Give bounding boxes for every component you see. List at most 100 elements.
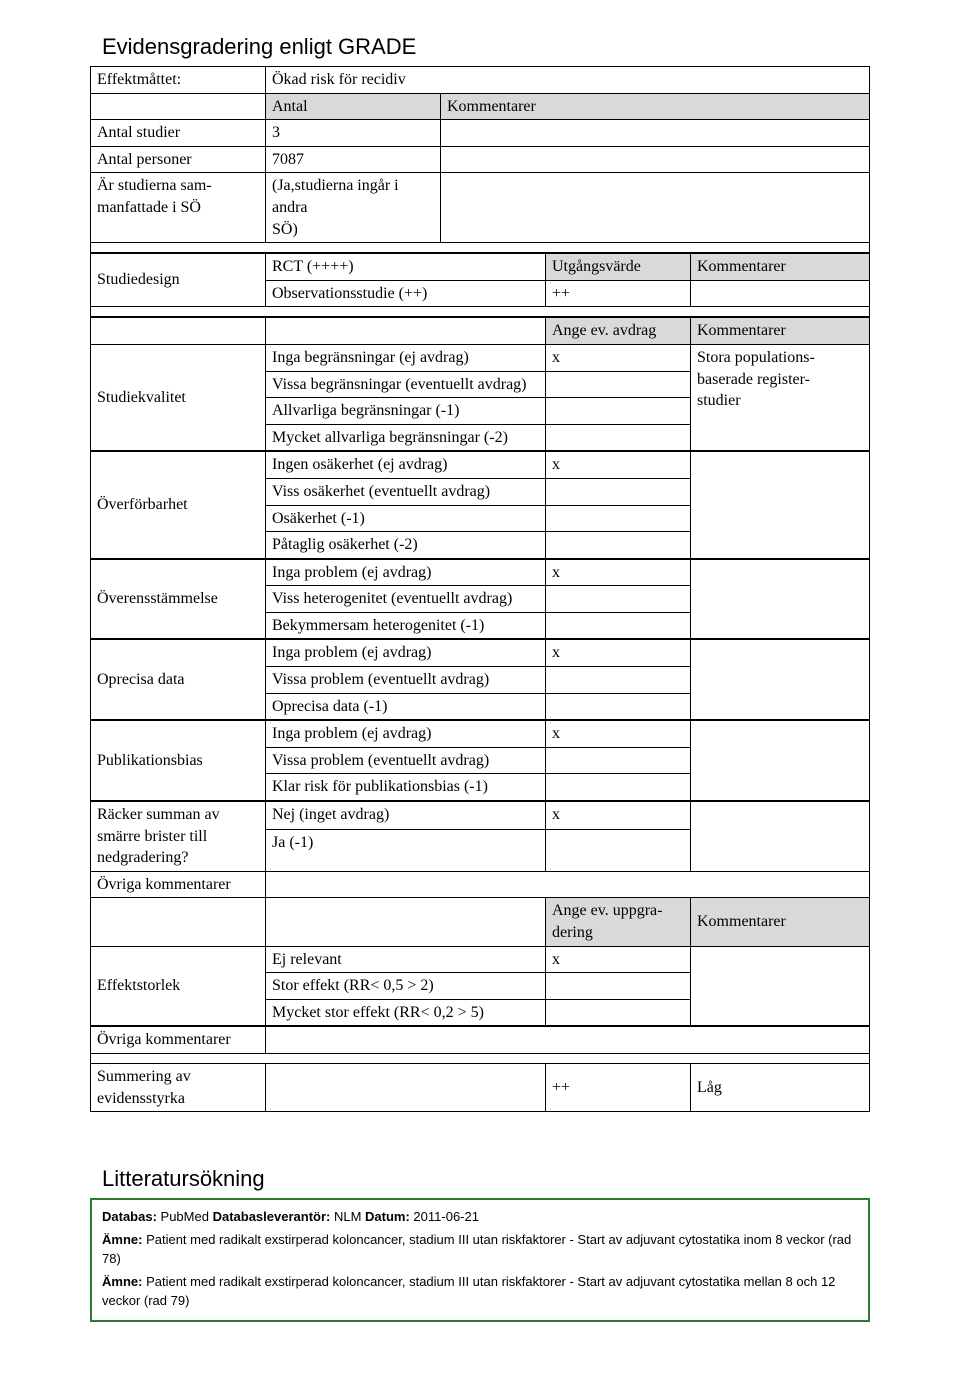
antal-studier-value: 3 — [266, 120, 441, 147]
antal-studier-label: Antal studier — [91, 120, 266, 147]
pubbias-r1: Inga problem (ej avdrag) — [266, 720, 546, 747]
pubbias-r3: Klar risk för publikationsbias (-1) — [266, 774, 546, 801]
ovriga-label: Övriga kommentarer — [91, 871, 266, 898]
oprecisa-r1: Inga problem (ej avdrag) — [266, 639, 546, 666]
summering-label: Summering avevidensstyrka — [91, 1063, 266, 1111]
kvalitet-side: Stora populations-baserade register-stud… — [691, 344, 870, 451]
gap-row — [91, 307, 870, 317]
blank — [546, 505, 691, 532]
pubbias-r1-x: x — [546, 720, 691, 747]
effekt-label: Effektmåttet: — [91, 67, 266, 94]
blank — [546, 747, 691, 774]
ovriga2-label: Övriga kommentarer — [91, 1026, 266, 1053]
blank — [546, 532, 691, 559]
overfor-r4: Påtaglig osäkerhet (-2) — [266, 532, 546, 559]
pubbias-r2: Vissa problem (eventuellt avdrag) — [266, 747, 546, 774]
overfor-r3: Osäkerhet (-1) — [266, 505, 546, 532]
komment-header: Kommentarer — [691, 318, 870, 345]
lit-line-1: Databas: PubMed Databasleverantör: NLM D… — [102, 1208, 858, 1227]
page-title: Evidensgradering enligt GRADE — [102, 34, 870, 60]
gap-row — [91, 1053, 870, 1063]
ovriga2-value — [266, 1026, 870, 1053]
blank — [546, 999, 691, 1026]
blank — [266, 318, 546, 345]
overfor-r1: Ingen osäkerhet (ej avdrag) — [266, 451, 546, 478]
overens-r1: Inga problem (ej avdrag) — [266, 559, 546, 586]
kvalitet-r4: Mycket allvarliga begränsningar (-2) — [266, 424, 546, 451]
racker-nej: Nej (inget avdrag) — [266, 801, 546, 829]
racker-label: Räcker summan avsmärre brister tillnedgr… — [91, 801, 266, 871]
effekt-r1-x: x — [546, 946, 691, 973]
blank — [546, 973, 691, 1000]
design-obs: Observationsstudie (++) — [266, 280, 545, 306]
pubbias-komment — [691, 720, 870, 801]
blank — [266, 898, 546, 946]
blank — [91, 898, 266, 946]
effekt-r3: Mycket stor effekt (RR< 0,2 > 5) — [266, 999, 546, 1026]
summering-blank — [266, 1063, 546, 1111]
intro-table: Effektmåttet: Ökad risk för recidiv Anta… — [90, 66, 870, 253]
antal-personer-komment — [441, 146, 870, 173]
lit-line-2: Ämne: Patient med radikalt exstirperad k… — [102, 1231, 858, 1269]
sammanfattade-value: (Ja,studierna ingår i andraSÖ) — [266, 173, 441, 243]
oprecisa-r3: Oprecisa data (-1) — [266, 693, 546, 720]
effekt-r1: Ej relevant — [266, 946, 546, 973]
kvalitet-r1-x: x — [546, 344, 691, 371]
overfor-r2: Viss osäkerhet (eventuellt avdrag) — [266, 478, 546, 505]
summering-grade: Låg — [691, 1063, 870, 1111]
racker-komment — [691, 801, 870, 871]
blank — [546, 667, 691, 694]
kvalitet-r3: Allvarliga begränsningar (-1) — [266, 398, 546, 425]
design-table: Studiedesign RCT (++++) Observationsstud… — [90, 253, 870, 317]
blank — [546, 586, 691, 613]
blank — [546, 398, 691, 425]
overens-r3: Bekymmersam heterogenitet (-1) — [266, 612, 546, 639]
oprecisa-label: Oprecisa data — [91, 639, 266, 720]
overfor-label: Överförbarhet — [91, 451, 266, 558]
racker-nej-x: x — [546, 801, 691, 829]
effekt-komment — [691, 946, 870, 1026]
blank — [546, 693, 691, 720]
sammanfattade-komment — [441, 173, 870, 243]
overens-label: Överensstämmelse — [91, 559, 266, 640]
ovriga-value — [266, 871, 870, 898]
utg-header: Utgångsvärde — [546, 254, 691, 281]
blank — [91, 93, 266, 120]
antal-personer-value: 7087 — [266, 146, 441, 173]
design-komment — [691, 280, 870, 307]
blank — [546, 371, 691, 398]
overens-r1-x: x — [546, 559, 691, 586]
gap-row — [91, 243, 870, 253]
summering-mark: ++ — [546, 1063, 691, 1111]
blank — [546, 424, 691, 451]
oprecisa-komment — [691, 639, 870, 720]
blank — [546, 829, 691, 871]
design-komment-header: Kommentarer — [691, 254, 870, 281]
lit-line-3: Ämne: Patient med radikalt exstirperad k… — [102, 1273, 858, 1311]
overens-komment — [691, 559, 870, 640]
antal-studier-komment — [441, 120, 870, 147]
oprecisa-r1-x: x — [546, 639, 691, 666]
lit-box: Databas: PubMed Databasleverantör: NLM D… — [90, 1198, 870, 1322]
komment-header: Kommentarer — [441, 93, 870, 120]
ange-avdrag: Ange ev. avdrag — [546, 318, 691, 345]
design-label: Studiedesign — [91, 254, 266, 307]
blank — [91, 318, 266, 345]
effekt-r2: Stor effekt (RR< 0,5 > 2) — [266, 973, 546, 1000]
kvalitet-r2: Vissa begränsningar (eventuellt avdrag) — [266, 371, 546, 398]
uppgrad-komment-header: Kommentarer — [691, 898, 870, 946]
blank — [546, 612, 691, 639]
design-obs-mark: ++ — [546, 280, 691, 307]
overfor-komment — [691, 451, 870, 558]
effekt-label: Effektstorlek — [91, 946, 266, 1026]
oprecisa-r2: Vissa problem (eventuellt avdrag) — [266, 667, 546, 694]
antal-header: Antal — [266, 93, 441, 120]
racker-ja: Ja (-1) — [266, 829, 546, 871]
blank — [546, 478, 691, 505]
antal-personer-label: Antal personer — [91, 146, 266, 173]
uppgrad-header: Ange ev. uppgra-dering — [546, 898, 691, 946]
overfor-r1-x: x — [546, 451, 691, 478]
blank — [546, 774, 691, 801]
kvalitet-r1: Inga begränsningar (ej avdrag) — [266, 344, 546, 371]
main-table: Ange ev. avdrag Kommentarer Studiekvalit… — [90, 317, 870, 1112]
